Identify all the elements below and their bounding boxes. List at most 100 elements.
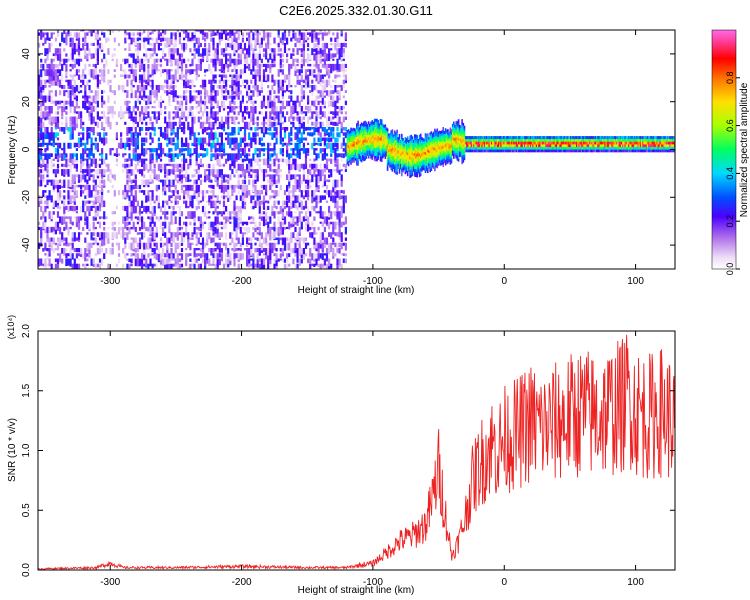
heatmap-cell [313,148,316,155]
heatmap-cell [239,221,242,224]
heatmap-cell [172,211,175,216]
heatmap-cell [136,95,139,103]
heatmap-cell [195,74,198,81]
heatmap-cell [88,148,91,155]
heatmap-cell [342,258,345,263]
heatmap-cell [166,242,169,250]
heatmap-cell [332,111,335,116]
heatmap-cell [138,111,142,117]
heatmap-cell [134,237,137,244]
heatmap-cell [241,100,244,104]
heatmap-cell [63,163,66,167]
heatmap-cell [54,116,57,122]
heatmap-cell [159,258,163,265]
heatmap-cell [56,111,60,115]
heatmap-cell [210,58,213,63]
heatmap-cell [141,211,144,214]
heatmap-cell [141,37,144,42]
heatmap-cell [227,106,230,109]
heatmap-cell [342,53,345,58]
heatmap-cell [325,63,329,72]
heatmap-cell [350,151,352,155]
heatmap-cell [363,137,365,141]
heatmap-cell [296,174,299,177]
heatmap-cell [296,142,299,151]
heatmap-cell [340,30,343,34]
heatmap-cell [364,126,366,129]
heatmap-cell [132,95,135,98]
heatmap-cell [260,216,263,221]
heatmap-cell [143,111,146,118]
heatmap-cell [105,216,108,219]
heatmap-cell [201,242,205,250]
heatmap-cell [351,152,353,156]
heatmap-cell [208,184,211,188]
heatmap-cell [199,190,202,194]
heatmap-cell [233,37,236,42]
heatmap-cell [141,85,144,92]
heatmap-cell [396,153,398,157]
heatmap-cell [38,85,41,91]
heatmap-cell [397,150,400,154]
heatmap-cell [138,190,142,193]
heatmap-cell [189,48,192,53]
heatmap-cell [281,79,284,87]
heatmap-cell [254,137,257,145]
heatmap-cell [342,163,345,167]
heatmap-cell [409,151,411,155]
heatmap-cell [56,226,60,231]
heatmap-cell [350,148,352,152]
heatmap-cell [243,132,247,140]
heatmap-cell [267,216,270,220]
heatmap-cell [46,174,49,178]
heatmap-cell [338,95,341,101]
heatmap-cell [342,148,345,152]
heatmap-cell [90,106,93,114]
heatmap-cell [86,232,89,235]
heatmap-cell [40,200,43,205]
heatmap-cell [364,139,366,143]
heatmap-cell [330,121,333,125]
heatmap-cell [353,138,356,142]
heatmap-cell [347,152,350,156]
heatmap-cell [166,132,169,140]
heatmap-cell [178,242,181,248]
heatmap-cell [122,205,125,211]
heatmap-cell [157,100,160,108]
heatmap-cell [290,248,293,254]
heatmap-cell [403,162,405,166]
heatmap-cell [183,221,186,225]
heatmap-cell [153,106,156,109]
heatmap-cell [212,153,215,158]
heatmap-cell [48,211,51,220]
heatmap-cell [357,133,359,137]
heatmap-cell [398,162,401,166]
heatmap-cell [77,216,81,223]
heatmap-cell [90,90,93,93]
heatmap-cell [147,148,150,151]
heatmap-cell [340,32,343,37]
heatmap-cell [309,258,312,264]
heatmap-cell [371,128,374,132]
heatmap-cell [386,159,389,163]
heatmap-cell [241,190,244,196]
heatmap-cell [382,139,384,143]
heatmap-cell [328,137,331,143]
heatmap-cell [399,153,402,157]
heatmap-cell [323,216,326,224]
heatmap-cell [141,158,144,165]
heatmap-cell [321,37,324,41]
heatmap-cell [243,142,247,148]
heatmap-cell [126,216,129,221]
heatmap-cell [56,237,60,242]
heatmap-cell [241,253,244,260]
heatmap-cell [220,74,223,82]
heatmap-cell [225,216,228,224]
heatmap-cell [128,53,131,57]
heatmap-cell [122,216,125,222]
heatmap-cell [321,42,324,50]
heatmap-cell [277,216,280,225]
heatmap-cell [149,116,152,121]
heatmap-cell [401,144,403,148]
heatmap-cell [389,156,391,160]
